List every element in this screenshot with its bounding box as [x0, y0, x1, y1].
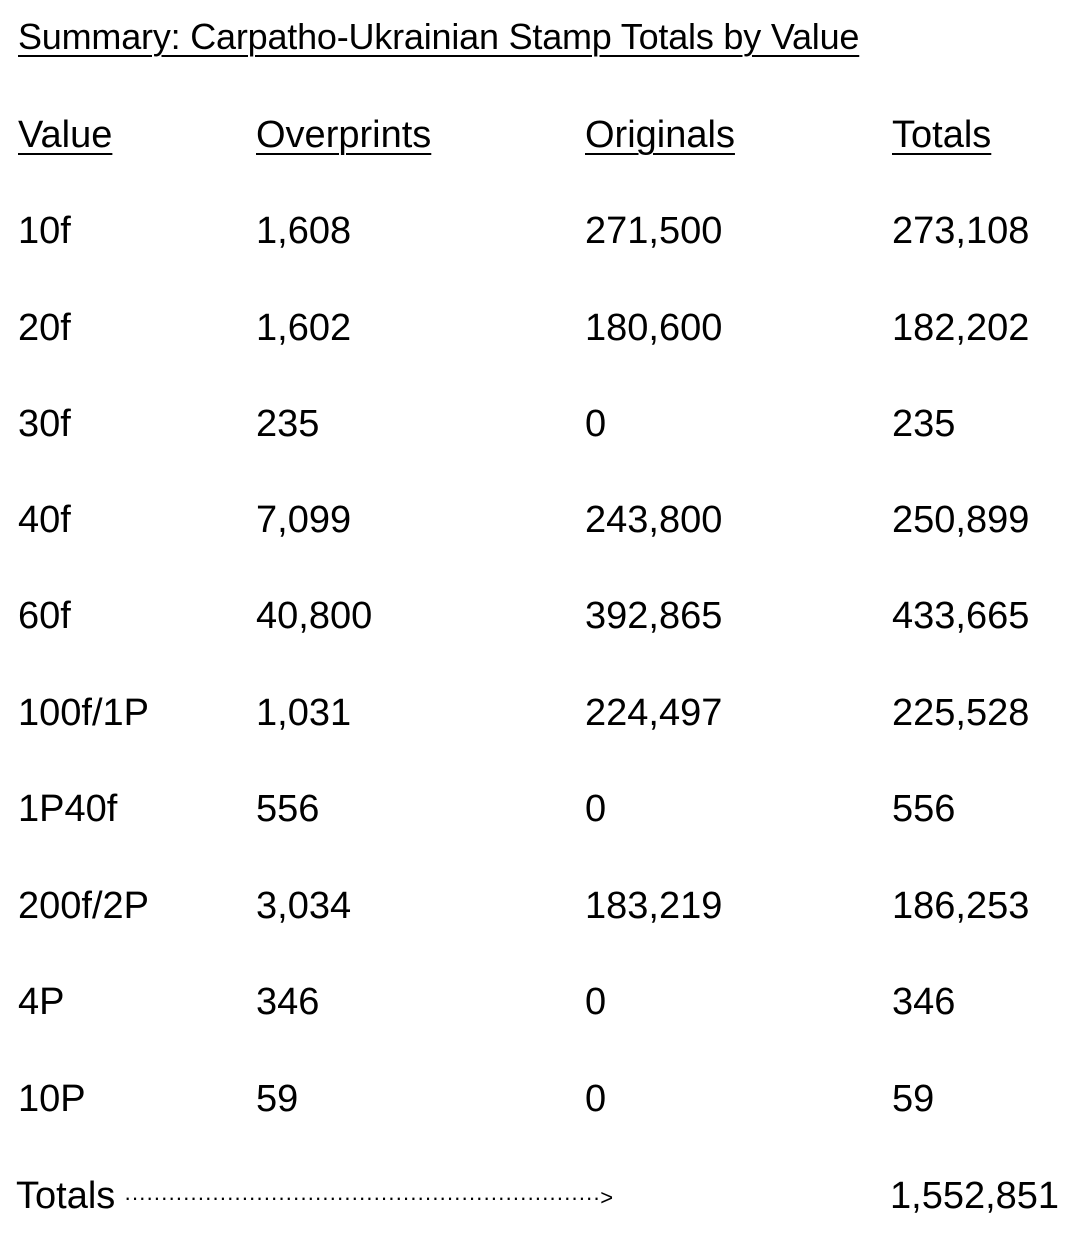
row-overprints: 40,800 [256, 595, 373, 637]
row-originals: 0 [585, 981, 607, 1023]
row-originals: 224,497 [585, 692, 723, 734]
row-overprints: 59 [256, 1078, 299, 1120]
row-overprints: 1,031 [256, 692, 352, 734]
row-overprints: 346 [256, 981, 320, 1023]
row-value: 4P [18, 981, 65, 1023]
table-row: 20f 1,602 180,600 182,202 [0, 300, 1084, 356]
page-title: Summary: Carpatho-Ukrainian Stamp Totals… [18, 16, 860, 57]
dotted-leader-arrow: ········································… [124, 1185, 614, 1210]
column-header-overprints: Overprints [256, 114, 432, 156]
row-overprints: 235 [256, 403, 320, 445]
row-value: 100f/1P [18, 692, 149, 734]
row-value: 200f/2P [18, 885, 149, 927]
table-row: 10P 59 0 59 [0, 1071, 1084, 1127]
row-totals: 556 [892, 788, 956, 830]
row-overprints: 3,034 [256, 885, 352, 927]
row-value: 10f [18, 210, 71, 252]
row-totals: 433,665 [892, 595, 1030, 637]
row-value: 60f [18, 595, 71, 637]
row-originals: 0 [585, 1078, 607, 1120]
table-row: 40f 7,099 243,800 250,899 [0, 492, 1084, 548]
row-overprints: 1,608 [256, 210, 352, 252]
row-originals: 0 [585, 788, 607, 830]
column-header-originals: Originals [585, 114, 735, 156]
table-header: Value Overprints Originals Totals [0, 107, 1084, 163]
table-row: 100f/1P 1,031 224,497 225,528 [0, 685, 1084, 741]
totals-row: Totals ·································… [0, 1168, 1084, 1224]
table-row: 4P 346 0 346 [0, 974, 1084, 1030]
row-totals: 235 [892, 403, 956, 445]
row-totals: 182,202 [892, 307, 1030, 349]
table-row: 10f 1,608 271,500 273,108 [0, 203, 1084, 259]
row-originals: 243,800 [585, 499, 723, 541]
grand-total: 1,552,851 [890, 1175, 1060, 1217]
row-totals: 273,108 [892, 210, 1030, 252]
row-originals: 0 [585, 403, 607, 445]
totals-label: Totals [16, 1175, 116, 1217]
row-value: 40f [18, 499, 71, 541]
table-row: 60f 40,800 392,865 433,665 [0, 588, 1084, 644]
row-value: 10P [18, 1078, 86, 1120]
row-overprints: 7,099 [256, 499, 352, 541]
row-originals: 392,865 [585, 595, 723, 637]
row-totals: 59 [892, 1078, 935, 1120]
row-totals: 346 [892, 981, 956, 1023]
row-value: 30f [18, 403, 71, 445]
column-header-value: Value [18, 114, 113, 156]
table-row: 1P40f 556 0 556 [0, 781, 1084, 837]
row-value: 1P40f [18, 788, 118, 830]
table-row: 30f 235 0 235 [0, 396, 1084, 452]
row-totals: 225,528 [892, 692, 1030, 734]
row-value: 20f [18, 307, 71, 349]
row-overprints: 1,602 [256, 307, 352, 349]
column-header-totals: Totals [892, 114, 992, 156]
row-totals: 186,253 [892, 885, 1030, 927]
row-originals: 183,219 [585, 885, 723, 927]
table-row: 200f/2P 3,034 183,219 186,253 [0, 878, 1084, 934]
row-totals: 250,899 [892, 499, 1030, 541]
row-originals: 180,600 [585, 307, 723, 349]
row-originals: 271,500 [585, 210, 723, 252]
row-overprints: 556 [256, 788, 320, 830]
